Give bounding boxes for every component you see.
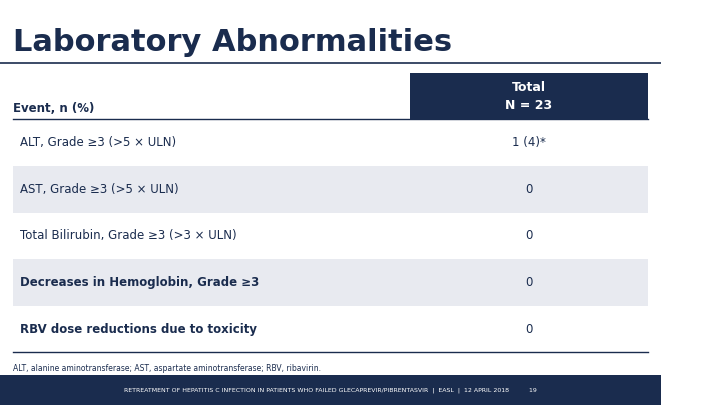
Text: Decreases in Hemoglobin, Grade ≥3: Decreases in Hemoglobin, Grade ≥3 (20, 276, 259, 289)
Text: RBV dose reductions due to toxicity: RBV dose reductions due to toxicity (20, 322, 257, 336)
Bar (13, 259, 648, 306)
Text: Total Bilirubin, Grade ≥3 (>3 × ULN): Total Bilirubin, Grade ≥3 (>3 × ULN) (20, 229, 236, 243)
Text: ALT, Grade ≥3 (>5 × ULN): ALT, Grade ≥3 (>5 × ULN) (20, 136, 176, 149)
Text: RETREATMENT OF HEPATITIS C INFECTION IN PATIENTS WHO FAILED GLECAPREVIR/PIBRENTA: RETREATMENT OF HEPATITIS C INFECTION IN … (124, 387, 537, 392)
Text: AST, Grade ≥3 (>5 × ULN): AST, Grade ≥3 (>5 × ULN) (20, 183, 179, 196)
Text: Laboratory Abnormalities: Laboratory Abnormalities (13, 28, 452, 58)
Text: ALT, alanine aminotransferase; AST, aspartate aminotransferase; RBV, ribavirin.: ALT, alanine aminotransferase; AST, aspa… (13, 364, 321, 373)
Bar (0, 375, 661, 405)
Text: 0: 0 (525, 183, 533, 196)
Bar (13, 166, 648, 213)
Text: 0: 0 (525, 229, 533, 243)
Text: 0: 0 (525, 276, 533, 289)
Text: 1 (4)*: 1 (4)* (512, 136, 546, 149)
Text: Event, n (%): Event, n (%) (13, 102, 94, 115)
Text: *ALT elevation was asymptomatic, occurred in same patient with SAE of cholelithi: *ALT elevation was asymptomatic, occurre… (13, 386, 619, 395)
Bar (410, 73, 648, 119)
Text: 0: 0 (525, 322, 533, 336)
Text: Total
N = 23: Total N = 23 (505, 81, 552, 112)
